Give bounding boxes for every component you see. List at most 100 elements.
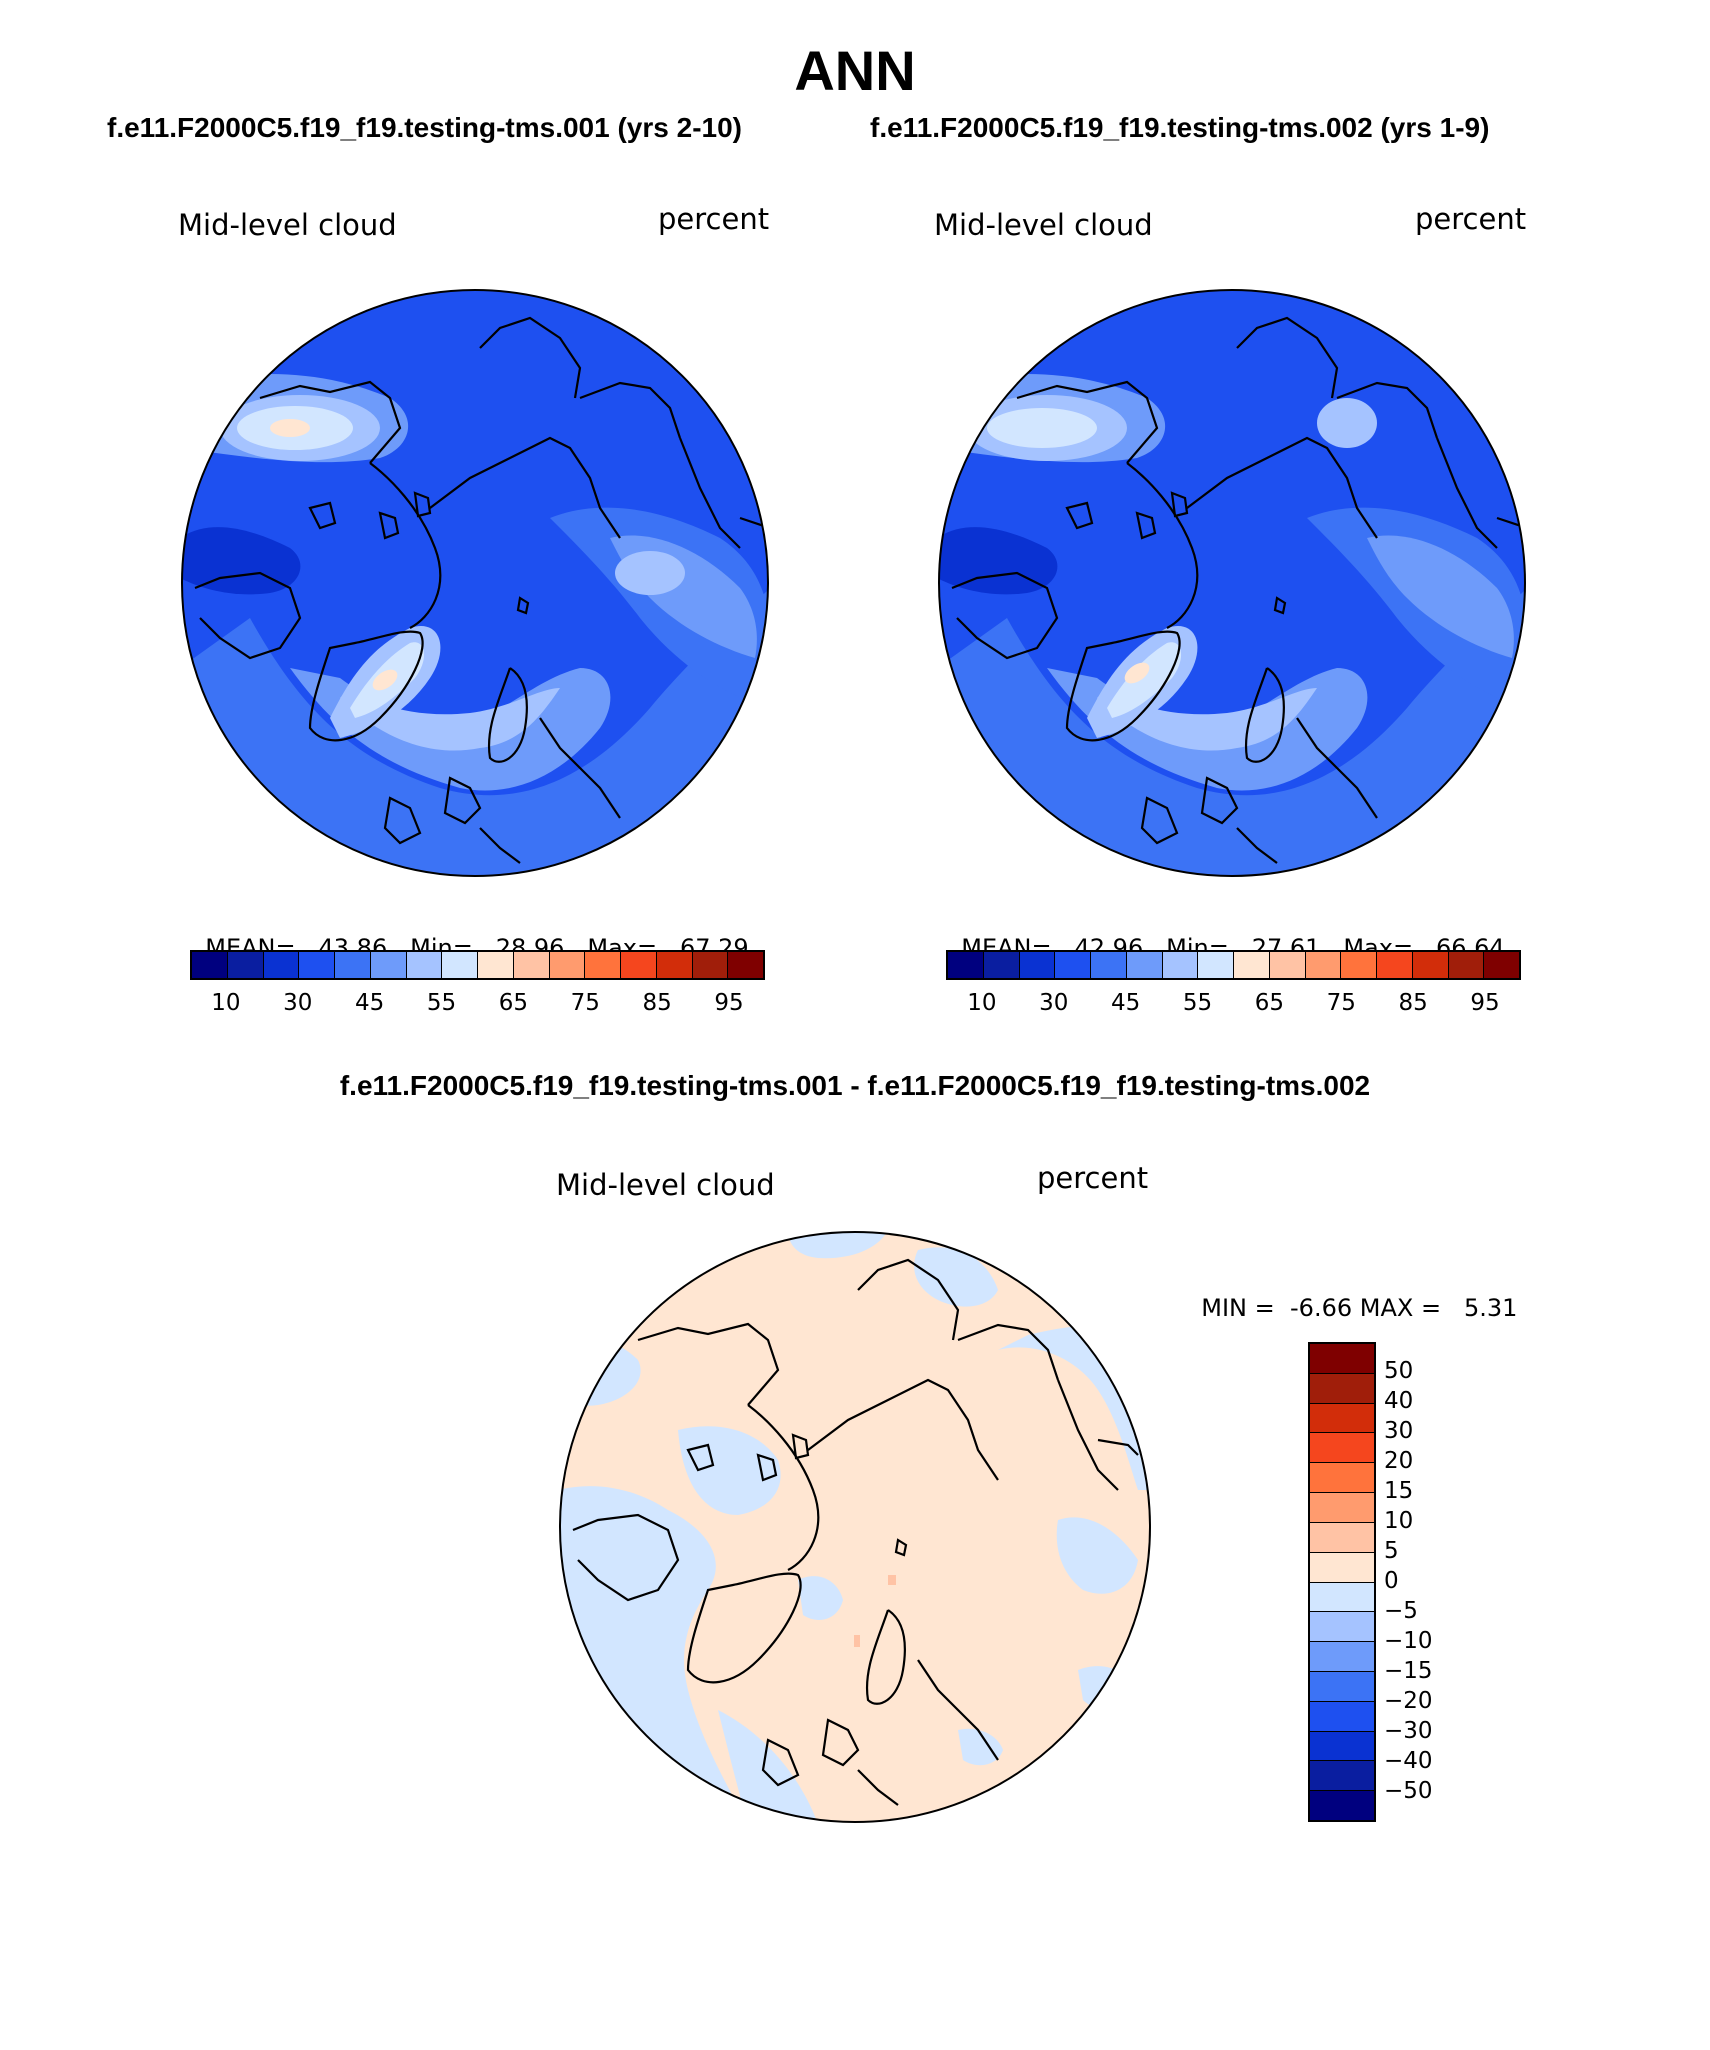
- case1-colorbar-tick-label: 95: [714, 990, 744, 1016]
- case1-colorbar-tick-label: 75: [570, 990, 600, 1016]
- difference-colorbar-cell: [1310, 1522, 1374, 1553]
- difference-colorbar-tick-label: −30: [1384, 1718, 1433, 1744]
- case2-colorbar-cell: [1377, 952, 1413, 978]
- case2-colorbar-cell: [1341, 952, 1377, 978]
- case2-colorbar-tick-label: 10: [967, 990, 997, 1016]
- case2-variable-label: Mid-level cloud: [934, 208, 1153, 242]
- case2-colorbar-cell: [1126, 952, 1163, 978]
- case1-colorbar-cell: [192, 952, 228, 978]
- difference-colorbar-tick-label: 50: [1384, 1358, 1414, 1384]
- case2-colorbar-tick-label: 65: [1254, 990, 1285, 1016]
- case1-colorbar-cell: [513, 952, 550, 978]
- difference-colorbar-cell: [1310, 1791, 1374, 1820]
- case2-colorbar-tick-label: 75: [1326, 990, 1356, 1016]
- case2-polar-map: [938, 289, 1526, 877]
- case1-colorbar-tick-label: 85: [642, 990, 672, 1016]
- difference-colorbar-cell: [1310, 1552, 1374, 1583]
- difference-colorbar-tick-label: −20: [1384, 1688, 1433, 1714]
- difference-colorbar-cell: [1310, 1642, 1374, 1672]
- difference-colorbar-tick-label: 30: [1384, 1418, 1414, 1444]
- case2-colorbar-cell: [1055, 952, 1091, 978]
- case2-colorbar-ticks: 10 30 45 55 65 75 85 95: [946, 990, 1521, 1020]
- difference-colorbar-tick-label: 0: [1384, 1568, 1399, 1594]
- difference-colorbar-ticks: 50 40 30 20 15 10 5 0 −5 −10 −15 −20 −30 −40 −50: [1384, 1342, 1464, 1822]
- case1-variable-label: Mid-level cloud: [178, 208, 397, 242]
- case2-colorbar-cell: [1019, 952, 1056, 978]
- case2-colorbar-cell: [1484, 952, 1519, 978]
- difference-colorbar-tick-label: −15: [1384, 1658, 1433, 1684]
- diff-max-label: MAX =: [1359, 1294, 1442, 1322]
- difference-colorbar-cell: [1310, 1344, 1374, 1374]
- difference-colorbar-tick-label: −40: [1384, 1748, 1433, 1774]
- case1-title: f.e11.F2000C5.f19_f19.testing-tms.001 (y…: [107, 112, 742, 143]
- case1-colorbar-cell: [478, 952, 514, 978]
- difference-colorbar-cell: [1310, 1582, 1374, 1613]
- difference-polar-map: [559, 1231, 1151, 1823]
- case1-colorbar-cell: [406, 952, 443, 978]
- case1-colorbar-cell: [370, 952, 407, 978]
- difference-colorbar-tick-label: −5: [1384, 1598, 1418, 1624]
- case2-colorbar-cell: [1162, 952, 1199, 978]
- case1-colorbar-tick-label: 55: [426, 990, 457, 1016]
- case2-colorbar-cell: [948, 952, 984, 978]
- case2-colorbar-cell: [1269, 952, 1306, 978]
- difference-colorbar-cell: [1310, 1761, 1374, 1792]
- case1-colorbar-ticks: 10 30 45 55 65 75 85 95: [190, 990, 765, 1020]
- case1-colorbar-cell: [227, 952, 264, 978]
- difference-colorbar-cell: [1310, 1731, 1374, 1762]
- diff-units-label: percent: [1037, 1161, 1149, 1195]
- case2-colorbar-tick-label: 85: [1398, 990, 1428, 1016]
- difference-colorbar-tick-label: 20: [1384, 1448, 1414, 1474]
- case2-units-label: percent: [1415, 202, 1527, 236]
- case1-colorbar-cell: [335, 952, 371, 978]
- case1-colorbar-cell: [621, 952, 657, 978]
- case1-polar-map: [181, 289, 769, 877]
- difference-colorbar-cell: [1310, 1493, 1374, 1523]
- difference-colorbar-cell: [1310, 1612, 1374, 1643]
- case2-title: f.e11.F2000C5.f19_f19.testing-tms.002 (y…: [870, 112, 1490, 143]
- difference-colorbar-cell: [1310, 1463, 1374, 1494]
- case2-colorbar-cell: [1234, 952, 1270, 978]
- difference-colorbar-cell: [1310, 1403, 1374, 1434]
- case1-colorbar-cell: [549, 952, 586, 978]
- case1-colorbar-cell: [263, 952, 300, 978]
- case1-colorbar-tick-label: 65: [498, 990, 529, 1016]
- case1-colorbar-tick-label: 45: [355, 990, 385, 1016]
- difference-colorbar-tick-label: 10: [1384, 1508, 1414, 1534]
- case1-colorbar-tick-label: 30: [283, 990, 313, 1016]
- case2-colorbar-tick-label: 95: [1470, 990, 1500, 1016]
- case1-colorbar-cell: [656, 952, 693, 978]
- case2-colorbar-cell: [1198, 952, 1234, 978]
- difference-colorbar-tick-label: −10: [1384, 1628, 1433, 1654]
- difference-colorbar-cell: [1310, 1671, 1374, 1702]
- case1-colorbar-cell: [692, 952, 729, 978]
- case1-colorbar-cell: [585, 952, 621, 978]
- difference-colorbar-tick-label: 5: [1384, 1538, 1399, 1564]
- difference-colorbar-tick-label: 40: [1384, 1388, 1414, 1414]
- difference-colorbar-cell: [1310, 1701, 1374, 1732]
- case2-colorbar-cell: [1412, 952, 1449, 978]
- case2-colorbar-cell: [1448, 952, 1485, 978]
- diff-min-value: -6.66: [1290, 1294, 1353, 1322]
- case2-colorbar: [946, 950, 1521, 980]
- diff-min-label: MIN =: [1201, 1294, 1275, 1322]
- case2-colorbar-tick-label: 55: [1182, 990, 1213, 1016]
- case1-colorbar-cell: [442, 952, 478, 978]
- diff-stats: MIN = -6.66 MAX = 5.31: [1186, 1266, 1517, 1322]
- case2-colorbar-tick-label: 45: [1111, 990, 1141, 1016]
- diff-max-value: 5.31: [1463, 1294, 1518, 1322]
- diff-variable-label: Mid-level cloud: [556, 1168, 775, 1202]
- case2-colorbar-cell: [1305, 952, 1342, 978]
- difference-title: f.e11.F2000C5.f19_f19.testing-tms.001 - …: [339, 1070, 1371, 1101]
- case2-colorbar-tick-label: 30: [1039, 990, 1069, 1016]
- difference-colorbar-cell: [1310, 1373, 1374, 1404]
- difference-colorbar-tick-label: 15: [1384, 1478, 1414, 1504]
- case1-colorbar-cell: [299, 952, 335, 978]
- difference-colorbar-cell: [1310, 1433, 1374, 1464]
- page-title: ANN: [794, 39, 916, 102]
- case2-colorbar-cell: [983, 952, 1020, 978]
- case1-colorbar: [190, 950, 765, 980]
- case1-colorbar-cell: [728, 952, 763, 978]
- case1-units-label: percent: [658, 202, 770, 236]
- case2-colorbar-cell: [1091, 952, 1127, 978]
